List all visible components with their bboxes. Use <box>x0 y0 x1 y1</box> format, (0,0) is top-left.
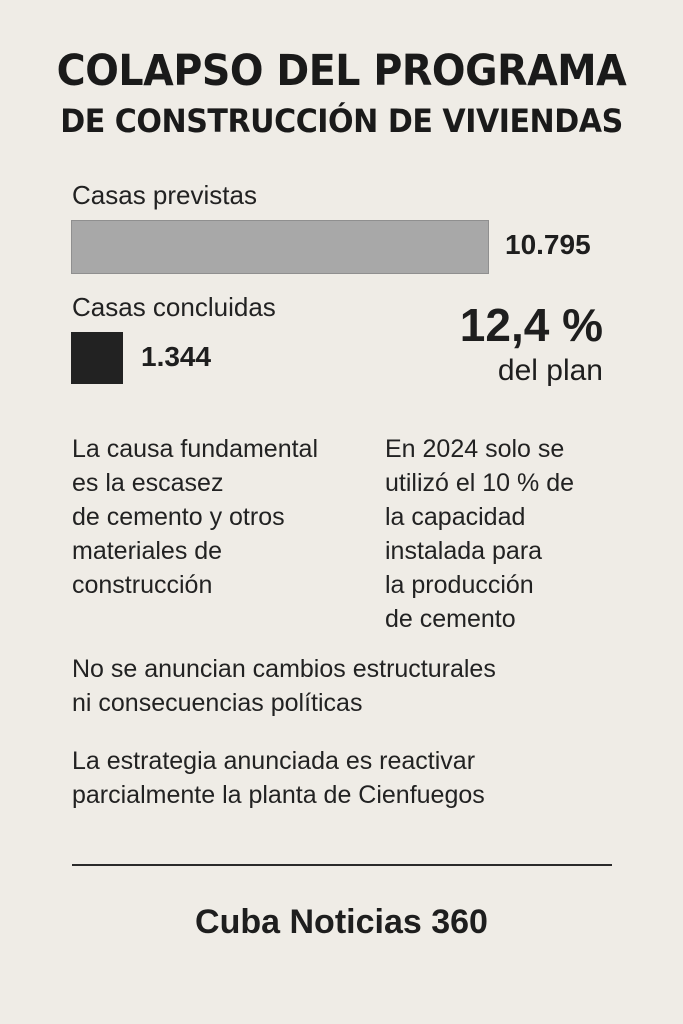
note-strategy-line: La estrategia anunciada es reactivar <box>72 747 476 775</box>
note-structural-line: ni consecuencias políticas <box>72 689 363 717</box>
note-cement-line: instalada para <box>385 537 543 565</box>
note-cause-line: materiales de <box>72 537 223 565</box>
note-cement-line: de cemento <box>385 605 516 633</box>
title-line-2: DE CONSTRUCCIÓN DE VIVIENDAS <box>60 102 623 140</box>
note-cause-line: construcción <box>72 571 213 599</box>
note-cause-line: es la escasez <box>72 469 224 497</box>
category-label-completed: Casas concluidas <box>72 292 276 322</box>
note-cause: La causa fundamental es la escasez de ce… <box>72 432 318 602</box>
note-cement-line: la capacidad <box>385 503 526 531</box>
value-label-planned: 10.795 <box>505 229 591 260</box>
footer-source: Cuba Noticias 360 <box>195 903 488 941</box>
note-cause-line: de cemento y otros <box>72 503 285 531</box>
bar-planned <box>71 220 489 274</box>
note-cement-line: la producción <box>385 571 534 599</box>
percent-of-plan-sublabel: del plan <box>497 354 603 387</box>
note-strategy: La estrategia anunciada es reactivar par… <box>72 744 485 812</box>
note-cement-line: En 2024 solo se <box>385 435 565 463</box>
note-structural-line: No se anuncian cambios estructurales <box>72 655 496 683</box>
note-strategy-line: parcialmente la planta de Cienfuegos <box>72 781 485 809</box>
note-cement-capacity: En 2024 solo se utilizó el 10 % de la ca… <box>385 432 574 636</box>
percent-of-plan: 12,4 % <box>459 299 603 351</box>
bar-completed <box>71 332 123 384</box>
note-cement-line: utilizó el 10 % de <box>385 469 575 497</box>
value-label-completed: 1.344 <box>141 341 212 372</box>
divider <box>72 864 612 866</box>
note-structural: No se anuncian cambios estructurales ni … <box>72 652 496 720</box>
title-line-1: COLAPSO DEL PROGRAMA <box>56 46 627 96</box>
category-label-planned: Casas previstas <box>72 180 257 210</box>
note-cause-line: La causa fundamental <box>72 435 319 463</box>
